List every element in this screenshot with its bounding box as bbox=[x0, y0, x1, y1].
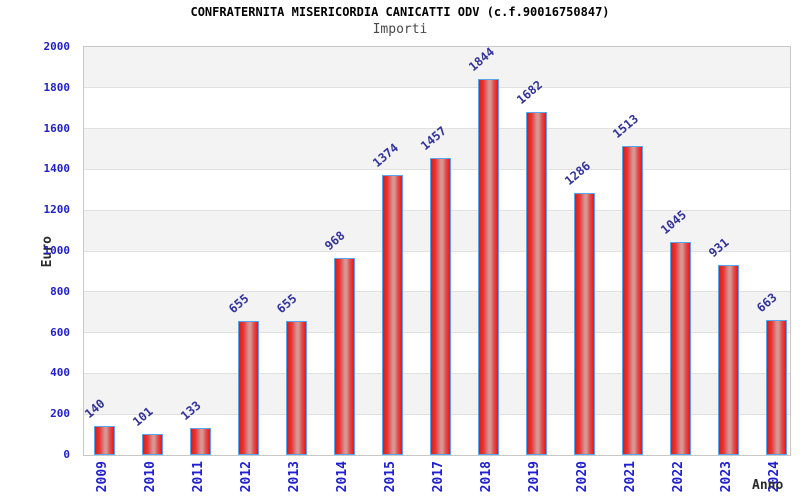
bar-2011 bbox=[189, 427, 211, 455]
y-tick-label: 1600 bbox=[43, 121, 71, 135]
bar-2022 bbox=[669, 241, 691, 455]
x-tick-label: 2017 bbox=[431, 461, 446, 493]
x-tick-label: 2010 bbox=[143, 461, 158, 493]
y-tick-label: 400 bbox=[50, 366, 70, 380]
gridline bbox=[84, 128, 790, 130]
bar-2018 bbox=[477, 78, 499, 455]
x-tick-label: 2018 bbox=[479, 461, 494, 493]
x-tick-label: 2009 bbox=[95, 461, 110, 493]
bar-value-label: 133 bbox=[177, 398, 204, 423]
x-tick-label: 2021 bbox=[623, 461, 638, 493]
y-tick-label: 2000 bbox=[43, 40, 71, 53]
x-tick-label: 2020 bbox=[575, 461, 590, 493]
chart-subtitle: Importi bbox=[372, 22, 428, 37]
x-tick-label: 2014 bbox=[335, 461, 350, 493]
bar-2010 bbox=[141, 434, 163, 455]
y-tick-label: 1000 bbox=[43, 244, 71, 257]
x-tick-label: 2012 bbox=[239, 461, 254, 493]
bar-2014 bbox=[333, 257, 355, 455]
y-tick-label: 200 bbox=[50, 407, 70, 421]
y-tick-label: 1200 bbox=[43, 203, 71, 217]
bar-2019 bbox=[525, 111, 547, 455]
bar-value-label: 968 bbox=[321, 227, 348, 253]
y-tick-label: 1400 bbox=[43, 162, 71, 176]
bar-value-label: 663 bbox=[753, 290, 780, 315]
bar-2024 bbox=[765, 319, 787, 455]
y-tick-label: 1800 bbox=[43, 80, 71, 94]
bar-2023 bbox=[717, 265, 739, 455]
bar-2017 bbox=[429, 157, 451, 455]
x-tick-label: 2011 bbox=[191, 461, 206, 493]
x-tick-label: 2019 bbox=[527, 461, 542, 493]
bar-value-label: 1844 bbox=[465, 44, 497, 74]
x-tick-label: 2013 bbox=[287, 461, 302, 493]
bar-value-label: 140 bbox=[81, 396, 108, 422]
x-tick-label: 2023 bbox=[719, 461, 734, 493]
bar-value-label: 931 bbox=[705, 235, 732, 261]
bar-value-label: 1374 bbox=[369, 140, 401, 170]
bar-2012 bbox=[237, 321, 259, 455]
chart-title: CONFRATERNITA MISERICORDIA CANICATTI ODV… bbox=[190, 5, 610, 19]
y-tick-label: 0 bbox=[63, 448, 70, 461]
bar-2021 bbox=[621, 146, 643, 455]
bar-value-label: 1286 bbox=[561, 158, 593, 188]
bar-value-label: 655 bbox=[273, 291, 300, 317]
bar-value-label: 1045 bbox=[657, 207, 689, 237]
bar-value-label: 1513 bbox=[609, 112, 641, 142]
y-tick-label: 800 bbox=[50, 284, 70, 298]
bar-2013 bbox=[285, 321, 307, 455]
bar-2020 bbox=[573, 192, 595, 455]
x-axis-title: Anno bbox=[752, 478, 784, 493]
x-tick-label: 2022 bbox=[671, 461, 686, 493]
bar-value-label: 101 bbox=[129, 404, 156, 430]
y-tick-label: 600 bbox=[50, 325, 70, 339]
bar-value-label: 655 bbox=[225, 291, 252, 317]
bar-2009 bbox=[93, 426, 115, 455]
bar-2015 bbox=[381, 174, 403, 455]
plot-area: 140 101 133 655 655 968 1374 1457 1844 1682 1286 15… bbox=[81, 44, 791, 456]
x-tick-label: 2015 bbox=[383, 461, 398, 493]
gridline bbox=[84, 87, 790, 89]
bar-value-label: 1682 bbox=[513, 77, 545, 107]
